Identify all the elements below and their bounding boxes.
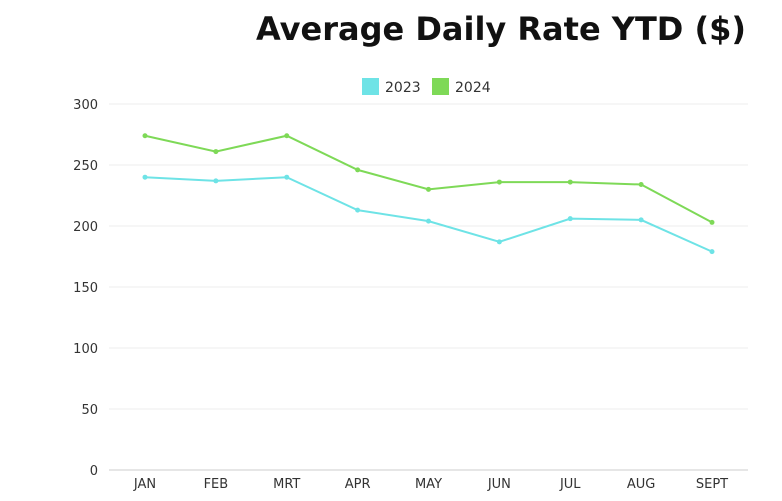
x-tick-label-aug: AUG — [627, 477, 655, 492]
data-point-2024-aug — [638, 182, 644, 188]
data-point-2024-mrt — [284, 133, 290, 139]
x-tick-label-may: MAY — [415, 477, 442, 492]
y-tick-label-100: 100 — [73, 342, 98, 357]
y-tick-label-200: 200 — [73, 220, 98, 235]
x-tick-label-mrt: MRT — [273, 477, 300, 492]
x-tick-label-apr: APR — [345, 477, 371, 492]
series-line-2024 — [144, 134, 713, 224]
data-point-2023-jun — [496, 239, 502, 245]
data-point-2023-sept — [709, 249, 715, 255]
data-point-2023-feb — [213, 178, 219, 184]
data-point-2024-jan — [142, 133, 148, 139]
legend-swatch-2023 — [362, 78, 379, 95]
chart-title: Average Daily Rate YTD ($) — [256, 10, 746, 48]
legend-swatch-2024 — [432, 78, 449, 95]
x-tick-label-sept: SEPT — [696, 477, 728, 492]
y-tick-label-150: 150 — [73, 281, 98, 296]
data-point-2023-jan — [142, 174, 148, 180]
x-tick-label-jun: JUN — [487, 477, 511, 492]
legend-label-2024: 2024 — [455, 80, 491, 96]
data-point-2023-aug — [638, 217, 644, 223]
data-point-2024-may — [426, 186, 431, 192]
data-point-2024-feb — [213, 149, 219, 155]
y-tick-label-0: 0 — [90, 464, 98, 479]
data-point-2023-apr — [355, 207, 361, 213]
x-tick-label-feb: FEB — [204, 477, 229, 492]
y-tick-label-300: 300 — [73, 98, 98, 113]
data-point-2024-jun — [496, 179, 502, 185]
data-point-2023-mrt — [284, 174, 290, 180]
data-point-2023-jul — [567, 216, 573, 222]
data-point-2024-sept — [709, 219, 715, 225]
data-point-2023-may — [426, 218, 431, 224]
data-point-2024-jul — [567, 179, 573, 185]
y-tick-label-250: 250 — [73, 159, 98, 174]
y-tick-label-50: 50 — [81, 403, 98, 418]
x-tick-label-jul: JUL — [559, 477, 581, 492]
x-tick-label-jan: JAN — [133, 477, 156, 492]
legend-label-2023: 2023 — [385, 80, 421, 96]
data-point-2024-apr — [355, 167, 361, 173]
